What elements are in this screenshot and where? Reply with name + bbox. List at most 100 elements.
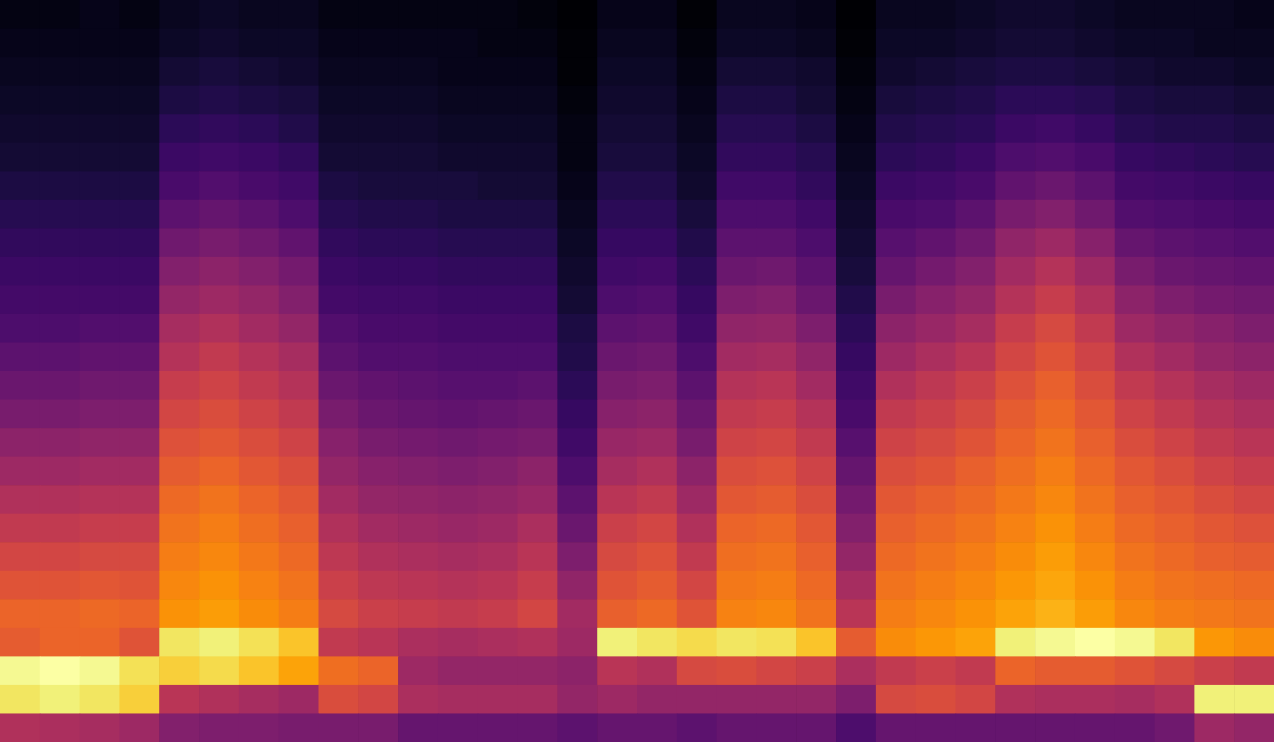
heatmap-cell: [358, 171, 398, 200]
heatmap-cell: [159, 228, 199, 257]
heatmap-cell: [119, 542, 159, 571]
heatmap-cell: [159, 143, 199, 172]
heatmap-cell: [239, 428, 279, 457]
heatmap-cell: [478, 400, 518, 429]
heatmap-cell: [557, 114, 597, 143]
heatmap-cell: [119, 29, 159, 58]
heatmap-cell: [199, 542, 239, 571]
heatmap-cell: [1194, 656, 1234, 685]
heatmap-cell: [119, 457, 159, 486]
heatmap-cell: [756, 114, 796, 143]
heatmap-cell: [956, 485, 996, 514]
heatmap-cell: [756, 86, 796, 115]
heatmap-cell: [836, 143, 876, 172]
heatmap-cell: [239, 86, 279, 115]
heatmap-cell: [597, 371, 637, 400]
heatmap-cell: [0, 485, 40, 514]
heatmap-cell: [119, 257, 159, 286]
heatmap-cell: [717, 285, 757, 314]
heatmap-cell: [40, 86, 80, 115]
heatmap-cell: [279, 114, 319, 143]
heatmap-cell: [1234, 571, 1274, 600]
heatmap-cell: [398, 57, 438, 86]
heatmap-cell: [159, 342, 199, 371]
heatmap-cell: [1035, 685, 1075, 714]
heatmap-cell: [199, 485, 239, 514]
heatmap-cell: [836, 542, 876, 571]
heatmap-cell: [1234, 171, 1274, 200]
heatmap-cell: [717, 0, 757, 29]
heatmap-cell: [239, 114, 279, 143]
heatmap-cell: [597, 542, 637, 571]
heatmap-cell: [916, 143, 956, 172]
heatmap-cell: [518, 485, 558, 514]
heatmap-cell: [717, 314, 757, 343]
heatmap-cell: [1155, 114, 1195, 143]
heatmap-cell: [956, 400, 996, 429]
heatmap-cell: [836, 114, 876, 143]
heatmap-cell: [836, 57, 876, 86]
heatmap-cell: [1115, 228, 1155, 257]
heatmap-cell: [1155, 485, 1195, 514]
heatmap-cell: [796, 143, 836, 172]
heatmap-cell: [319, 114, 359, 143]
heatmap-cell: [159, 400, 199, 429]
heatmap-cell: [1115, 400, 1155, 429]
heatmap-cell: [956, 257, 996, 286]
heatmap-cell: [677, 514, 717, 543]
heatmap-cell: [199, 428, 239, 457]
heatmap-cell: [1234, 86, 1274, 115]
heatmap-cell: [796, 542, 836, 571]
heatmap-cell: [518, 143, 558, 172]
heatmap-cell: [0, 86, 40, 115]
heatmap-cell: [358, 114, 398, 143]
heatmap-cell: [438, 0, 478, 29]
heatmap-cell: [319, 428, 359, 457]
heatmap-cell: [159, 114, 199, 143]
heatmap-cell: [239, 342, 279, 371]
heatmap-cell: [319, 400, 359, 429]
heatmap-cell: [1194, 542, 1234, 571]
heatmap-cell: [119, 713, 159, 742]
heatmap-cell: [1234, 285, 1274, 314]
heatmap-cell: [677, 57, 717, 86]
heatmap-cell: [677, 571, 717, 600]
heatmap-cell: [279, 171, 319, 200]
heatmap-cell: [916, 314, 956, 343]
heatmap-cell: [398, 628, 438, 657]
heatmap-cell: [1035, 514, 1075, 543]
heatmap-cell: [80, 86, 120, 115]
heatmap-cell: [1075, 485, 1115, 514]
heatmap-cell: [1194, 314, 1234, 343]
heatmap-cell: [40, 200, 80, 229]
heatmap-cell: [40, 57, 80, 86]
heatmap-cell: [0, 514, 40, 543]
heatmap-cell: [956, 656, 996, 685]
heatmap-cell: [916, 114, 956, 143]
heatmap-cell: [80, 685, 120, 714]
heatmap-cell: [159, 57, 199, 86]
heatmap-cell: [836, 342, 876, 371]
heatmap-cell: [1035, 485, 1075, 514]
heatmap-cell: [876, 599, 916, 628]
heatmap-cell: [717, 656, 757, 685]
heatmap-cell: [1155, 143, 1195, 172]
heatmap-cell: [199, 114, 239, 143]
heatmap-cell: [1194, 599, 1234, 628]
heatmap-cell: [796, 314, 836, 343]
heatmap-cell: [1234, 228, 1274, 257]
heatmap-cell: [0, 285, 40, 314]
heatmap-cell: [796, 514, 836, 543]
heatmap-cell: [677, 228, 717, 257]
heatmap-cell: [756, 400, 796, 429]
heatmap-cell: [1155, 371, 1195, 400]
heatmap-cell: [756, 57, 796, 86]
heatmap-cell: [916, 0, 956, 29]
heatmap-cell: [956, 542, 996, 571]
heatmap-cell: [358, 485, 398, 514]
heatmap-cell: [1115, 685, 1155, 714]
heatmap-cell: [756, 228, 796, 257]
heatmap-cell: [717, 86, 757, 115]
heatmap-cell: [1115, 457, 1155, 486]
heatmap-cell: [557, 29, 597, 58]
